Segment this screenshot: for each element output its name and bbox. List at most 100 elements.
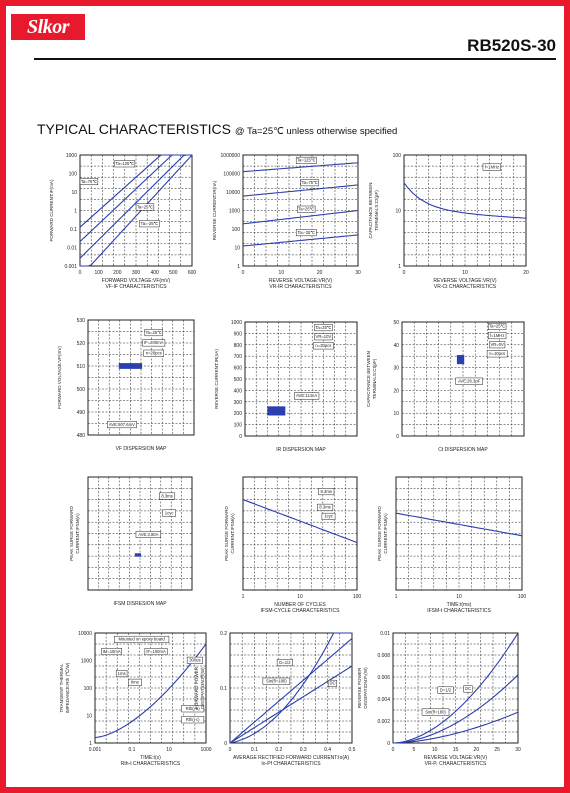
- annotation-label: VR=10V: [316, 334, 332, 339]
- x-tick-label: 100: [353, 594, 362, 600]
- chart-caption: IR DISPERSION MAP: [276, 447, 326, 453]
- series-curve: [392, 632, 519, 744]
- annotation-box: [115, 670, 128, 678]
- part-number: RB520S-30: [467, 36, 556, 55]
- y-axis-label: TRANSIENT THERMAL: [59, 663, 64, 713]
- y-axis-label: FORWARD POWER: [194, 666, 199, 709]
- dispersion-cluster: [267, 406, 286, 416]
- annotation-box: [181, 705, 205, 713]
- annotation-label: DC: [329, 681, 335, 686]
- annotation-box: [144, 648, 168, 656]
- y-tick-label: 50: [393, 320, 399, 326]
- annotation-box: [114, 160, 136, 168]
- chart-caption: VF-IF CHARACTERISTICS: [105, 284, 167, 290]
- chart-caption: VF DISPERSION MAP: [116, 446, 168, 452]
- y-tick-label: 100000: [223, 172, 240, 178]
- annotation-box: [318, 488, 335, 496]
- annotation-label: Ta=-25℃: [141, 221, 159, 226]
- y-tick-label: 10: [234, 246, 240, 252]
- annotation-box: [297, 205, 316, 213]
- annotation-label: IF=200mA: [144, 340, 164, 345]
- y-axis-label: PEAK SURGE FORWARD: [224, 506, 229, 561]
- y-tick-label: 100: [232, 227, 241, 233]
- y-axis-label: REVERSE CURRENT:IR(nA): [212, 180, 217, 240]
- series-curve: [392, 674, 519, 744]
- annotation-label: f=1MHz: [485, 164, 500, 169]
- y-tick-label: 400: [234, 388, 243, 394]
- series-curve: [79, 154, 192, 259]
- plot-grid: [243, 155, 358, 266]
- series-curve: [392, 711, 519, 744]
- y-tick-label: 10: [393, 411, 399, 417]
- annotation-box: [488, 322, 507, 330]
- y-axis-label: FORWARD CURRENT:IF(mA): [49, 179, 54, 241]
- y-axis-label: REVERSE CURRENT:IR(nA): [214, 349, 219, 409]
- y-axis-label: CAPACITANCE BETWEEN: [366, 351, 371, 407]
- annotation-label: AVE:26.3pF: [458, 378, 481, 383]
- x-tick-label: 15: [453, 747, 459, 753]
- chart-1: 0 100 200 300 400 500 600 1000 100 10 1 0.1 0.01 0.00…: [49, 153, 196, 290]
- y-axis-label: CAPACITANCE BETWEEN: [368, 183, 373, 239]
- y-tick-label: 1: [237, 264, 240, 270]
- y-tick-label: 500: [77, 387, 86, 393]
- x-tick-label: 10: [297, 594, 303, 600]
- y-axis-label: IMPEDANCE:Rth (℃/W): [65, 662, 70, 713]
- y-tick-label: 700: [234, 354, 243, 360]
- y-tick-label: 10: [395, 209, 401, 215]
- y-tick-label: 300: [234, 400, 243, 406]
- annotation-box: [159, 492, 176, 500]
- chart-caption: Io-Pf CHARACTERISTICS: [261, 761, 321, 767]
- y-tick-label: 800: [234, 343, 243, 349]
- x-tick-label: 30: [515, 747, 521, 753]
- y-tick-label: 480: [77, 433, 86, 439]
- annotation-box: [314, 333, 333, 341]
- y-axis-label: DISSIPATION:Pf(W): [200, 667, 205, 709]
- series-curve: [94, 643, 207, 739]
- x-tick-label: 20: [317, 270, 323, 276]
- x-tick-label: 0.3: [300, 747, 307, 753]
- x-axis-label: REVERSE VOLTAGE:VR(V): [433, 278, 496, 284]
- series-curve: [395, 512, 523, 537]
- annotation-box: [186, 656, 203, 664]
- annotation-label: 1cyc: [165, 510, 174, 515]
- x-axis-label: NUMBER OF CYCLES: [274, 602, 326, 608]
- x-axis-label: REVERSE VOLTAGE:VR(V): [424, 755, 487, 761]
- plot-grid: [88, 320, 194, 435]
- dispersion-cluster: [118, 363, 143, 369]
- annotation-box: [128, 678, 142, 686]
- y-tick-label: 1: [398, 264, 401, 270]
- chart-7: IFSM DISRESION MAP PEAK SURGE FORWARD CURR…: [69, 476, 193, 607]
- brand-logo: Slkor: [11, 14, 85, 40]
- series-curve: [229, 632, 352, 744]
- y-axis-label: CURRENT:IFSM(A): [75, 513, 80, 554]
- annotation-label: AVE:114nA: [296, 393, 317, 398]
- annotation-box: [437, 686, 454, 694]
- annotation-label: IF=100mA: [146, 649, 166, 654]
- x-tick-label: 0.5: [349, 747, 356, 753]
- series-curve: [242, 209, 359, 225]
- y-tick-label: 100: [84, 686, 93, 692]
- chart-caption: VR-IR CHARACTERISTICS: [269, 284, 332, 290]
- annotation-label: f=1MHz: [490, 333, 505, 338]
- y-tick-label: 900: [234, 331, 243, 337]
- series-curve: [229, 665, 353, 744]
- annotation-box: [488, 332, 507, 340]
- y-tick-label: 1000: [231, 320, 242, 326]
- x-tick-label: 0.2: [275, 747, 282, 753]
- annotation-box: [135, 531, 161, 539]
- series-curve: [242, 184, 359, 197]
- x-tick-label: 0.001: [89, 747, 102, 753]
- annotation-box: [486, 350, 508, 358]
- chart-6: 50 40 30 20 10 0 Ct DISPERSION MAP CAPACITANCE …: [366, 320, 525, 453]
- annotation-box: [79, 178, 99, 185]
- annotation-label: n=10pcs: [489, 351, 505, 356]
- chart-caption: VR-Ct CHARACTERISTICS: [434, 284, 497, 290]
- annotation-label: time: [131, 680, 140, 685]
- y-tick-label: 10000: [226, 190, 240, 196]
- y-axis-label: REVERSE POWER: [357, 667, 362, 708]
- annotation-label: DC: [465, 686, 471, 691]
- x-tick-label: 5: [412, 747, 415, 753]
- y-tick-label: 490: [77, 410, 86, 416]
- annotation-label: IM=10mA: [103, 649, 121, 654]
